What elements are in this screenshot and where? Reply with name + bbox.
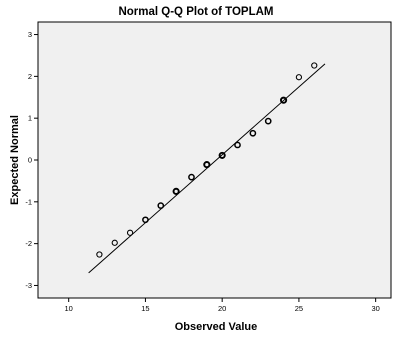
data-point — [249, 129, 257, 137]
x-tick-label: 20 — [218, 304, 226, 313]
data-point — [188, 173, 195, 181]
y-axis-label: Expected Normal — [9, 115, 21, 205]
data-point — [96, 251, 103, 258]
data-point — [279, 96, 288, 104]
chart-title: Normal Q-Q Plot of TOPLAM — [118, 6, 273, 18]
data-point — [111, 239, 118, 246]
x-tick-label: 25 — [295, 304, 303, 313]
data-point — [203, 161, 211, 169]
data-point — [264, 117, 272, 125]
data-points — [96, 62, 318, 258]
data-point — [142, 216, 149, 224]
data-point — [126, 229, 134, 236]
y-tick-label: 2 — [28, 72, 32, 81]
y-tick-label: 1 — [28, 114, 32, 123]
y-tick-label: 3 — [28, 30, 32, 39]
data-point — [234, 141, 241, 149]
data-point — [295, 74, 303, 81]
y-tick-label: -2 — [25, 239, 32, 248]
y-axis: -3 -2 -1 0 1 2 3 — [25, 30, 38, 290]
x-axis: 10 15 20 25 30 — [65, 298, 380, 313]
y-tick-label: -1 — [25, 197, 32, 206]
plot-area — [37, 21, 392, 299]
y-tick-label: 0 — [28, 156, 32, 165]
data-point — [172, 187, 180, 195]
x-tick-label: 30 — [371, 304, 379, 313]
data-point — [218, 151, 226, 159]
x-axis-label: Observed Value — [175, 321, 258, 333]
x-tick-label: 10 — [65, 304, 73, 313]
x-tick-label: 15 — [141, 304, 149, 313]
y-tick-label: -3 — [25, 281, 32, 290]
data-point — [157, 202, 165, 209]
data-point — [311, 62, 318, 69]
